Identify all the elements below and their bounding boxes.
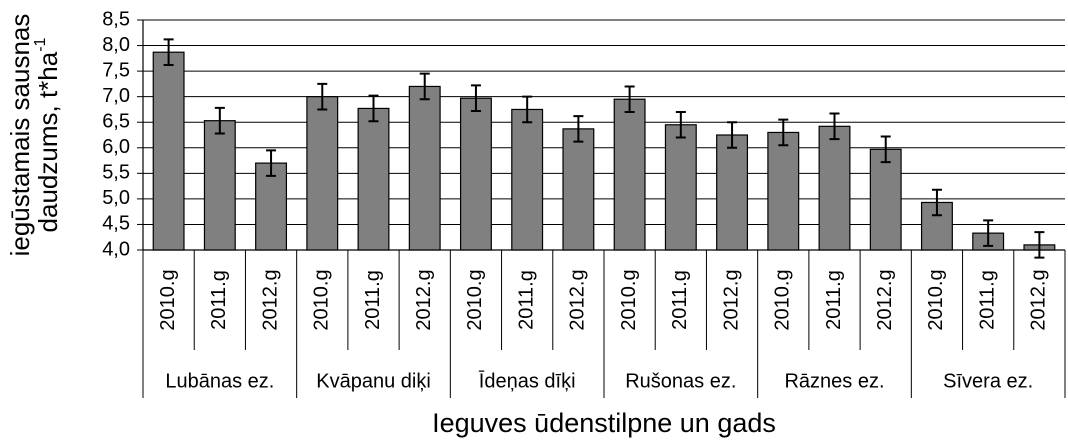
x-tick-label: 2012.g [413, 269, 435, 330]
x-tick-label: 2012.g [259, 269, 281, 330]
error-bar [266, 149, 277, 177]
y-tick-label: 4,0 [102, 238, 130, 260]
x-tick-label: 2010.g [618, 269, 640, 330]
bar [818, 125, 851, 251]
bar [716, 134, 749, 251]
y-label-line: daudzums, t*ha [33, 51, 63, 232]
x-tick-label: 2011.g [515, 270, 537, 330]
bar [306, 96, 339, 251]
x-tick-label: 2012.g [567, 269, 589, 330]
y-tick-label: 6,0 [102, 136, 130, 158]
x-axis-label: Ieguves ūdenstilpne un gads [432, 408, 776, 438]
bar [408, 85, 441, 251]
y-axis-label: daudzums, t*ha-1 [32, 37, 63, 232]
bar [869, 148, 902, 251]
x-tick-label: 2011.g [208, 270, 230, 330]
error-bar [1034, 231, 1045, 259]
error-bar [624, 85, 635, 113]
bar [255, 162, 288, 251]
bar [152, 51, 185, 251]
group-label: Lubānas ez. [165, 370, 274, 392]
x-tick-label: 2010.g [311, 269, 333, 330]
error-bar [368, 94, 379, 123]
y-tick-label: 8,5 [102, 8, 130, 30]
bar [767, 131, 800, 251]
error-bar [778, 118, 789, 147]
x-tick-label: 2012.g [1028, 269, 1050, 330]
error-bar [983, 219, 994, 247]
error-bar [470, 84, 481, 112]
error-bar [522, 95, 533, 124]
group-label: Kvāpanu diķi [316, 370, 431, 392]
error-bar [419, 72, 430, 101]
group-label: Rušonas ez. [625, 370, 736, 392]
y-tick-label: 4,5 [102, 213, 130, 235]
x-tick-label: 2012.g [874, 269, 896, 330]
y-tick-label: 5,0 [102, 187, 130, 209]
x-tick-label: 2011.g [362, 270, 384, 330]
x-tick-label: 2010.g [157, 269, 179, 330]
bar [357, 107, 390, 251]
y-tick-label: 7,0 [102, 85, 130, 107]
error-bar [163, 38, 174, 66]
x-tick-label: 2011.g [669, 270, 691, 330]
x-tick-label: 2012.g [720, 269, 742, 330]
error-bar [214, 106, 225, 135]
group-label: Īdeņas dīķi [479, 369, 576, 392]
x-tick-label: 2010.g [772, 269, 794, 330]
y-label-line: iegūstamais sausnas [5, 14, 35, 257]
error-bar [829, 112, 840, 141]
x-tick-label: 2011.g [823, 270, 845, 330]
y-tick-label: 7,5 [102, 59, 130, 81]
error-bar [573, 115, 584, 143]
y-tick-label: 5,5 [102, 162, 130, 184]
group-label: Sīvera ez. [943, 370, 1033, 392]
y-tick-label: 6,5 [102, 111, 130, 133]
y-axis-label: iegūstamais sausnas [5, 14, 35, 257]
bar [613, 98, 646, 251]
x-tick-label: 2010.g [464, 269, 486, 330]
error-bar [675, 111, 686, 139]
error-bar [931, 188, 942, 217]
error-bar [317, 82, 328, 111]
error-bar [727, 121, 738, 149]
bar [511, 108, 544, 251]
bar [562, 128, 595, 251]
bar [664, 124, 697, 251]
x-tick-label: 2010.g [925, 269, 947, 330]
group-label: Rāznes ez. [784, 370, 884, 392]
y-label-superscript: -1 [32, 37, 49, 51]
bar [203, 120, 236, 251]
error-bar [880, 135, 891, 164]
x-tick-label: 2011.g [976, 270, 998, 330]
bar [459, 97, 492, 251]
y-tick-label: 8,0 [102, 34, 130, 56]
